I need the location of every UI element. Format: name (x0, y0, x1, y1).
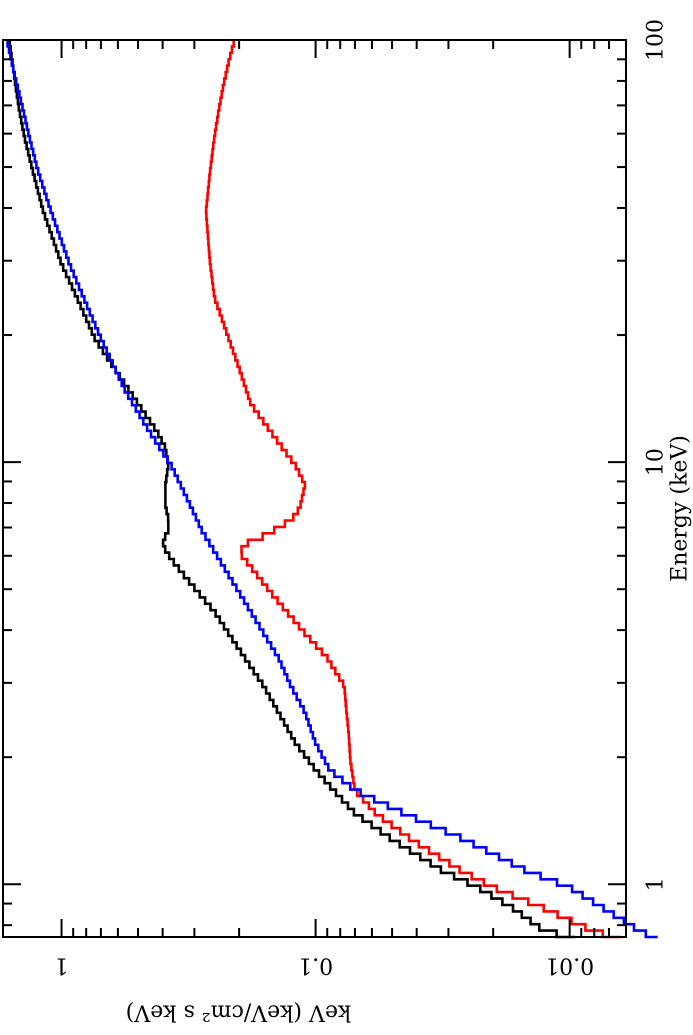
x-tick-label: 100 (644, 19, 669, 61)
y-tick-label: 0.01 (545, 953, 594, 978)
y-axis-label: keV (keV/cm² s keV) (126, 1000, 352, 1025)
tick-labels: 1 10 100 0.01 0.1 1 (55, 19, 669, 978)
x-axis-label: Energy (keV) (668, 435, 693, 582)
series-line-0 (8, 40, 576, 939)
y-tick-label: 1 (55, 953, 69, 978)
series-line-1 (204, 40, 621, 939)
x-tick-label: 1 (644, 877, 669, 891)
axis-ticks (3, 39, 627, 937)
x-tick-label: 10 (644, 448, 669, 476)
series-line-2 (6, 40, 658, 939)
plot-frame (2, 39, 627, 938)
y-tick-label: 0.1 (298, 953, 333, 978)
series-curves (6, 40, 658, 939)
